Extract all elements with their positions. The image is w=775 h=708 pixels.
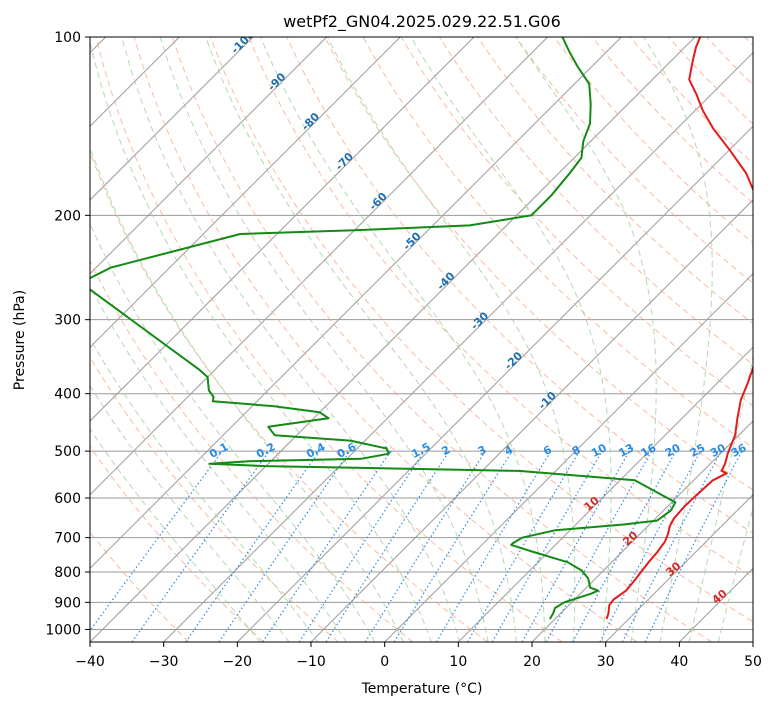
mixing-ratio-line [131,450,270,642]
isotherm-line [90,37,328,275]
moist-adiabat-line [260,37,546,642]
y-tick-label: 100 [54,30,81,46]
isotherm-line [90,37,401,349]
dewpoint-profile [90,37,677,620]
moist-adiabat-line [90,428,261,642]
mixing-ratio-line [644,450,743,642]
isotherm-line [457,346,753,642]
isotherm-line [236,125,753,642]
isotherm-line [90,37,475,422]
x-tick-label: 10 [449,654,467,670]
mixing-ratio-line [393,450,513,642]
y-axis: 100 200 300 400 500 600 700 800 900 1000 [45,30,90,638]
x-tick-label: 20 [523,654,541,670]
dry-adiabat-line [133,37,638,642]
mixing-ratio-line [262,450,392,642]
moist-adiabat-line [121,37,461,642]
dry-adiabat-line [90,259,414,642]
mixing-ratio-label: 10 [589,441,609,460]
y-axis-label: Pressure (hPa) [12,290,28,390]
x-tick-label: −30 [149,654,179,670]
y-tick-label: 700 [54,531,81,547]
dry-adiabat-lines [90,37,753,642]
y-tick-label: 200 [54,208,81,224]
dry-adiabat-line [286,37,753,534]
y-tick-label: 1000 [45,622,81,638]
moist-adiabat-line [90,337,319,642]
dry-adiabat-line [171,37,712,642]
temperature-profile [605,37,753,620]
dry-adiabat-line [90,356,339,642]
x-tick-label: 50 [744,654,762,670]
isotherm-line [605,493,753,642]
moist-adiabat-line [90,145,404,642]
moist-adiabat-line [90,384,290,642]
mixing-ratio-label: 36 [729,441,749,460]
moist-adiabat-line [90,284,347,642]
isotherm-line [90,37,622,570]
chart-title: wetPf2_GN04.2025.029.22.51.G06 [283,12,561,32]
x-tick-label: 0 [380,654,389,670]
mixing-ratio-label: 16 [639,441,659,460]
mixing-ratio-label: 13 [617,441,637,460]
y-tick-label: 900 [54,595,81,611]
moist-adiabat-line [410,37,612,642]
dry-adiabat-line [515,37,753,284]
isotherm-lines [90,37,753,642]
isotherm-line [90,37,549,496]
x-axis-label: Temperature (°C) [361,681,483,697]
mixing-ratio-line [545,450,653,642]
dry-adiabat-line [90,445,264,642]
x-tick-label: −40 [75,654,105,670]
moist-adiabat-line [688,354,753,642]
dry-adiabat-line [248,37,753,578]
moist-adiabat-line [515,37,657,642]
moist-adiabat-line [205,37,517,642]
moist-adiabat-line [717,505,753,642]
plot-frame [89,36,754,643]
y-tick-label: 800 [54,565,81,581]
x-axis: −40 −30 −20 −10 0 10 20 30 40 50 [75,642,762,670]
mixing-ratio-line [572,450,677,642]
dry-adiabat-line [210,37,753,623]
isotherm-line [531,420,753,642]
moist-adiabat-line [90,222,376,642]
mixing-ratio-line [218,450,351,642]
mixing-ratio-label: 30 [708,441,728,460]
y-tick-label: 500 [54,444,81,460]
mixing-ratio-line [185,450,320,642]
mixing-ratio-lines [90,450,743,642]
mixing-ratio-label: 25 [688,441,708,460]
dry-adiabat-line [324,37,753,491]
y-tick-label: 400 [54,387,81,403]
moist-adiabat-line [159,37,489,642]
isotherm-line [90,37,696,642]
mixing-ratio-line [298,450,425,642]
y-tick-label: 600 [54,491,81,507]
moist-adiabat-lines [90,37,753,642]
mixing-ratio-label: 20 [663,441,683,460]
mixing-ratio-line [90,450,223,632]
sounding-profiles [90,37,753,620]
moist-adiabat-line [90,39,432,642]
plot-background [90,37,753,642]
mixing-ratio-line [521,450,631,642]
isotherm-line [163,51,753,642]
x-tick-label: 30 [597,654,615,670]
isobar-grid [90,37,753,630]
moist-adiabat-line [327,37,576,642]
x-tick-label: −20 [223,654,253,670]
x-tick-label: −10 [296,654,326,670]
dry-adiabat-line [95,37,563,642]
y-tick-label: 300 [54,313,81,329]
x-tick-label: 40 [670,654,688,670]
isotherm-line [384,272,753,642]
mixing-ratio-line [325,450,450,642]
isotherm-line [90,37,254,201]
moist-adiabat-line [643,37,713,642]
